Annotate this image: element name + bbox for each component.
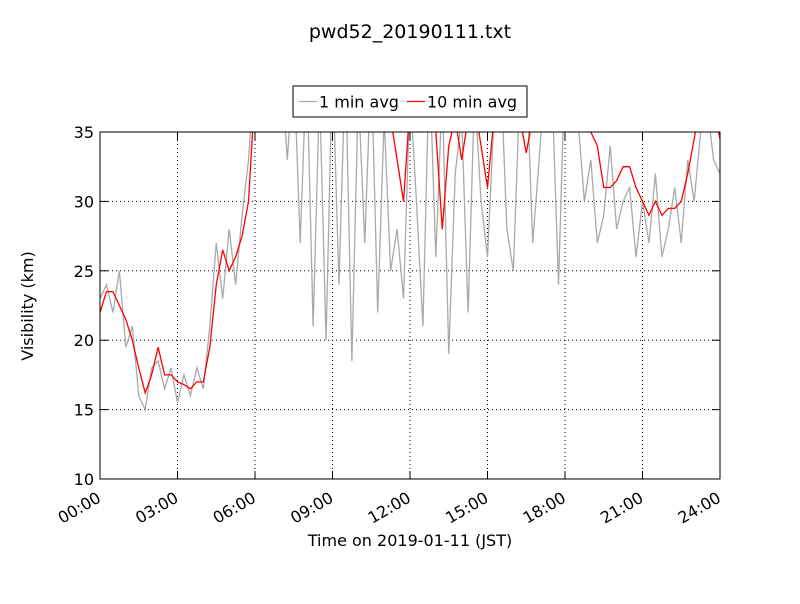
y-tick-label: 10 [74, 470, 94, 489]
series-line [100, 132, 720, 396]
y-tick-label: 35 [74, 123, 94, 142]
legend-label: 10 min avg [427, 93, 517, 112]
y-tick-label: 20 [74, 331, 94, 350]
x-axis-label: Time on 2019-01-11 (JST) [307, 531, 512, 550]
y-tick-label: 30 [74, 192, 94, 211]
series-line [100, 132, 720, 412]
legend: 1 min avg 10 min avg [292, 85, 528, 118]
y-tick-label: 25 [74, 262, 94, 281]
y-tick-label: 15 [74, 401, 94, 420]
y-axis-label: Visibility (km) [18, 251, 37, 360]
plot-area [100, 132, 720, 412]
legend-label: 1 min avg [319, 93, 399, 112]
chart-title: pwd52_20190111.txt [309, 21, 511, 43]
